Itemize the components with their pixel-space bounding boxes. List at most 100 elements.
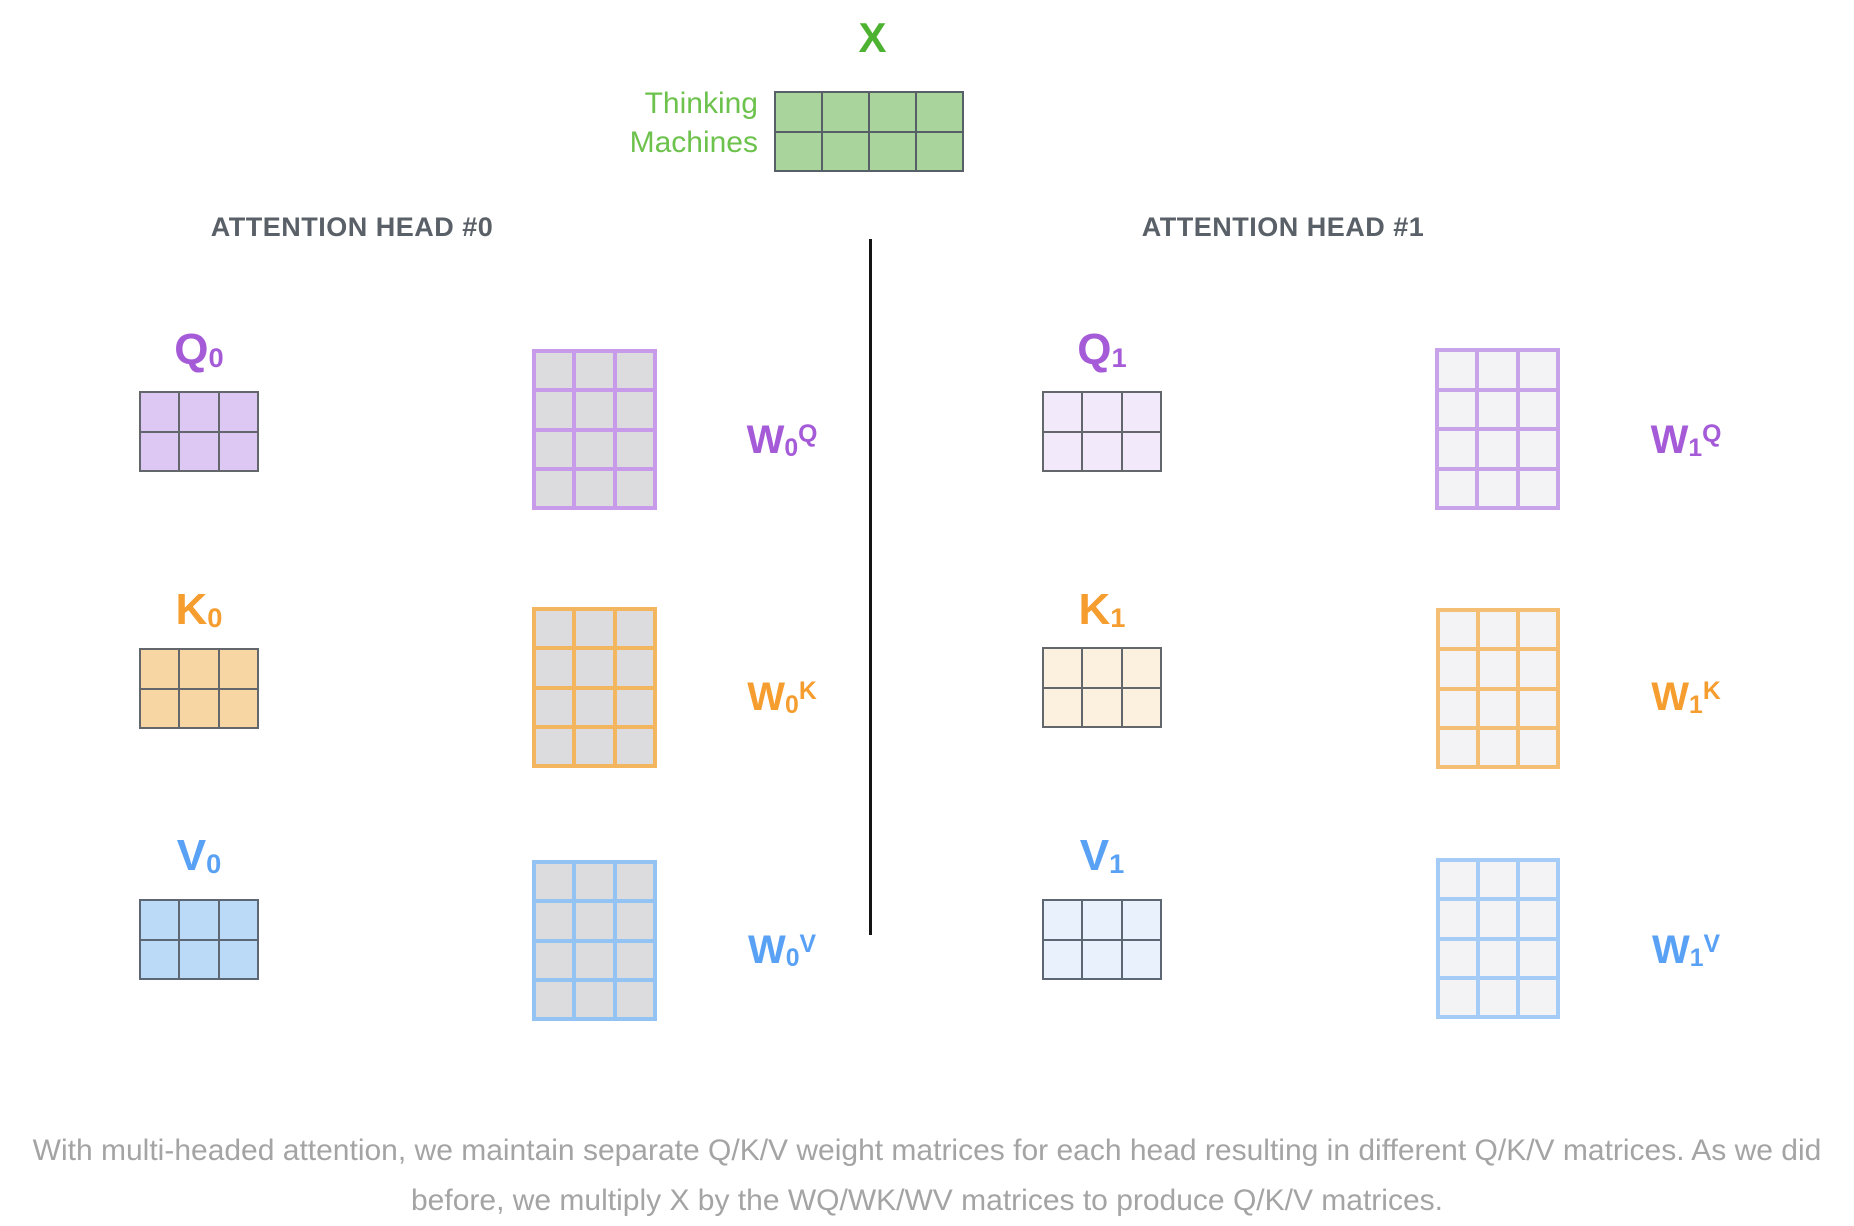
v0-matrix [139, 899, 259, 980]
matrix-cell [576, 728, 613, 764]
matrix-cell [1083, 393, 1121, 431]
matrix-cell [616, 689, 653, 725]
w0v-subscript: 0 [785, 944, 800, 972]
matrix-cell [1122, 901, 1160, 939]
matrix-cell [180, 901, 218, 939]
matrix-cell [1440, 612, 1476, 648]
attention-head-0-title: ATTENTION HEAD #0 [210, 212, 494, 242]
q0-subscript: 0 [208, 342, 224, 374]
matrix-cell [180, 432, 218, 470]
matrix-cell [141, 650, 179, 688]
matrix-cell [576, 353, 613, 389]
k1-matrix [1042, 647, 1162, 728]
matrix-cell [1520, 901, 1556, 937]
input-matrix-grid [774, 91, 964, 172]
w0k-letter: W [747, 675, 786, 719]
w0q-label: W0Q [707, 418, 857, 462]
matrix-cell [776, 132, 821, 170]
matrix-cell [1480, 651, 1516, 687]
matrix-cell [576, 470, 613, 506]
matrix-cell [1083, 901, 1121, 939]
matrix-cell [536, 903, 573, 939]
w0q-letter: W [746, 418, 785, 462]
matrix-cell [1480, 862, 1516, 898]
matrix-cell [219, 901, 257, 939]
q0-label: Q0 [139, 328, 259, 372]
w1v-superscript: V [1703, 930, 1721, 958]
matrix-cell [180, 940, 218, 978]
matrix-cell [823, 132, 868, 170]
w1v-subscript: 1 [1689, 944, 1704, 972]
matrix-cell [870, 93, 915, 131]
matrix-cell [1440, 690, 1476, 726]
matrix-cell [576, 611, 613, 647]
matrix-cell [536, 392, 573, 428]
matrix-cell [1440, 651, 1476, 687]
matrix-cell [180, 689, 218, 727]
matrix-cell [1519, 431, 1556, 467]
matrix-cell [1440, 862, 1476, 898]
q0-matrix [139, 391, 259, 472]
matrix-cell [536, 942, 573, 978]
input-row-labels: Thinking Machines [480, 84, 758, 162]
matrix-cell [1519, 391, 1556, 427]
q1-label: Q1 [1042, 328, 1162, 372]
w0k-superscript: K [798, 677, 817, 705]
matrix-cell [616, 864, 653, 900]
matrix-cell [1439, 352, 1476, 388]
w1k-subscript: 1 [1689, 691, 1703, 719]
caption-line-1: With multi-headed attention, we maintain… [32, 1134, 1822, 1167]
w0v-letter: W [747, 928, 786, 972]
matrix-cell [1520, 940, 1556, 976]
matrix-cell [917, 93, 962, 131]
w0v-label: W0V [707, 928, 857, 972]
divider-line [869, 239, 872, 935]
matrix-cell [1520, 690, 1556, 726]
matrix-cell [180, 650, 218, 688]
matrix-cell [1519, 470, 1556, 506]
matrix-cell [219, 393, 257, 431]
v1-matrix [1042, 899, 1162, 980]
w1v-letter: W [1651, 928, 1690, 972]
matrix-cell [219, 432, 257, 470]
w0q-matrix [532, 349, 657, 510]
v0-letter: V [176, 831, 207, 880]
matrix-cell [870, 132, 915, 170]
matrix-cell [536, 728, 573, 764]
input-row-label-1: Thinking [644, 87, 758, 120]
matrix-cell [219, 650, 257, 688]
matrix-cell [576, 431, 613, 467]
matrix-cell [1480, 729, 1516, 765]
matrix-cell [536, 611, 573, 647]
matrix-cell [576, 392, 613, 428]
v0-subscript: 0 [206, 848, 222, 880]
matrix-cell [1122, 393, 1160, 431]
matrix-cell [1520, 651, 1556, 687]
matrix-cell [1440, 901, 1476, 937]
w0q-superscript: Q [798, 420, 818, 448]
matrix-cell [616, 431, 653, 467]
k0-label: K0 [139, 588, 259, 632]
matrix-cell [536, 353, 573, 389]
w0v-superscript: V [799, 930, 817, 958]
matrix-cell [1122, 432, 1160, 470]
matrix-cell [1440, 979, 1476, 1015]
matrix-cell [576, 903, 613, 939]
matrix-cell [1122, 649, 1160, 687]
matrix-cell [1044, 688, 1082, 726]
w1v-label: W1V [1611, 928, 1761, 972]
figure-caption: With multi-headed attention, we maintain… [0, 1126, 1854, 1226]
matrix-cell [1083, 649, 1121, 687]
w0k-matrix [532, 607, 657, 768]
matrix-cell [616, 353, 653, 389]
matrix-cell [1440, 729, 1476, 765]
caption-line-2: before, we multiply X by the WQ/WK/WV ma… [411, 1184, 1443, 1217]
k1-label: K1 [1042, 588, 1162, 632]
matrix-cell [1122, 688, 1160, 726]
matrix-cell [141, 689, 179, 727]
matrix-cell [141, 901, 179, 939]
matrix-cell [616, 728, 653, 764]
k0-matrix [139, 648, 259, 729]
w0q-subscript: 0 [784, 434, 799, 462]
input-row-label-2: Machines [629, 126, 758, 159]
